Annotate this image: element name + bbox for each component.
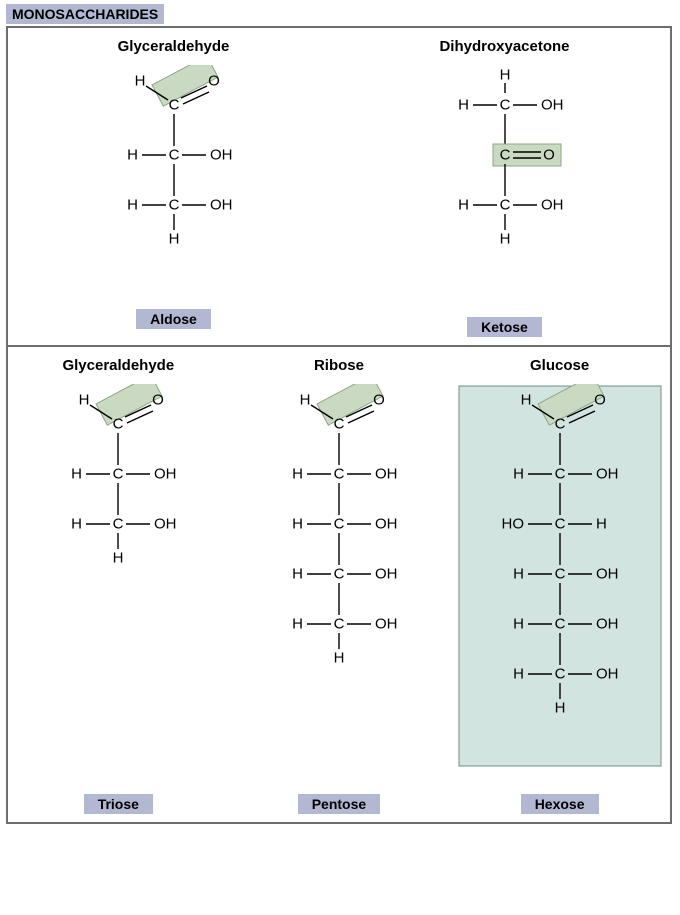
atom-c: C	[334, 516, 345, 533]
atom-right: OH	[375, 466, 398, 483]
molecule-glucose: HCOCHOHCHOHCHOHCHOHCHOHH	[455, 384, 665, 784]
atom-right: OH	[375, 566, 398, 583]
molecule-glyceraldehyde: HCOCHOHCHOHH	[13, 384, 223, 784]
class-label: Ketose	[467, 317, 542, 337]
cell-glyceraldehyde: GlyceraldehydeHCOCHOHCHOHHAldose	[8, 28, 339, 345]
atom-right: OH	[375, 516, 398, 533]
atom-left: H	[513, 616, 524, 633]
molecule-glyceraldehyde: HCOCHOHCHOHH	[54, 65, 294, 299]
atom-c: C	[334, 566, 345, 583]
molecule-name: Glyceraldehyde	[118, 38, 230, 55]
atom-o-carbonyl: O	[373, 392, 385, 409]
atom-terminal-top: H	[499, 67, 510, 84]
atom-h: H	[300, 392, 311, 409]
molecule-name: Dihydroxyacetone	[439, 38, 569, 55]
atom-h: H	[520, 392, 531, 409]
atom-c-carbonyl: C	[168, 97, 179, 114]
cell-glyceraldehyde: GlyceraldehydeHCOCHOHCHOHHTriose	[8, 347, 229, 822]
atom-c: C	[554, 666, 565, 683]
atom-right: OH	[596, 616, 619, 633]
atom-c: C	[499, 197, 510, 214]
atom-right: OH	[596, 566, 619, 583]
atom-left: H	[513, 466, 524, 483]
atom-c: C	[499, 97, 510, 114]
cell-ribose: RiboseHCOCHOHCHOHCHOHCHOHHPentose	[229, 347, 450, 822]
atom-terminal-bottom: H	[113, 550, 124, 567]
atom-terminal-bottom: H	[499, 231, 510, 248]
atom-right: OH	[154, 466, 177, 483]
atom-left: H	[292, 466, 303, 483]
atom-c: C	[554, 566, 565, 583]
atom-left: H	[71, 466, 82, 483]
class-label: Hexose	[521, 794, 599, 814]
atom-left: H	[292, 566, 303, 583]
atom-left: H	[458, 97, 469, 114]
class-label: Pentose	[298, 794, 380, 814]
atom-left: H	[127, 197, 138, 214]
molecule-ribose: HCOCHOHCHOHCHOHCHOHH	[234, 384, 444, 784]
atom-c: C	[334, 616, 345, 633]
molecule-name: Glyceraldehyde	[62, 357, 174, 374]
atom-h: H	[134, 73, 145, 90]
atom-right: OH	[541, 97, 564, 114]
atom-c-carbonyl: C	[499, 147, 510, 164]
atom-terminal-bottom: H	[168, 231, 179, 248]
atom-terminal-bottom: H	[554, 700, 565, 717]
atom-right: OH	[596, 466, 619, 483]
atom-right: OH	[541, 197, 564, 214]
atom-c-carbonyl: C	[113, 416, 124, 433]
atom-left: H	[513, 566, 524, 583]
atom-h: H	[79, 392, 90, 409]
cell-dihydroxyacetone: DihydroxyacetoneHCHOHCOCHOHHKetose	[339, 28, 670, 345]
atom-left: H	[127, 147, 138, 164]
atom-c: C	[554, 516, 565, 533]
atom-c: C	[554, 616, 565, 633]
molecule-dihydroxyacetone: HCHOHCOCHOHH	[385, 65, 625, 307]
diagram-frame: GlyceraldehydeHCOCHOHCHOHHAldoseDihydrox…	[6, 26, 672, 824]
atom-left: H	[71, 516, 82, 533]
atom-right: OH	[375, 616, 398, 633]
atom-right: OH	[210, 197, 233, 214]
atom-c: C	[113, 466, 124, 483]
atom-c-carbonyl: C	[554, 416, 565, 433]
atom-c: C	[168, 147, 179, 164]
molecule-name: Glucose	[530, 357, 589, 374]
class-label: Triose	[84, 794, 153, 814]
atom-left: H	[292, 516, 303, 533]
bottom-row: GlyceraldehydeHCOCHOHCHOHHTrioseRiboseHC…	[8, 347, 670, 822]
top-row: GlyceraldehydeHCOCHOHCHOHHAldoseDihydrox…	[8, 28, 670, 347]
atom-c: C	[168, 197, 179, 214]
atom-right: OH	[154, 516, 177, 533]
atom-left: HO	[501, 516, 524, 533]
cell-glucose: GlucoseHCOCHOHCHOHCHOHCHOHCHOHHHexose	[449, 347, 670, 822]
atom-c-carbonyl: C	[334, 416, 345, 433]
atom-o-carbonyl: O	[543, 147, 555, 164]
atom-right: OH	[210, 147, 233, 164]
atom-c: C	[113, 516, 124, 533]
atom-left: H	[292, 616, 303, 633]
atom-c: C	[554, 466, 565, 483]
atom-terminal-bottom: H	[334, 650, 345, 667]
class-label: Aldose	[136, 309, 211, 329]
atom-c: C	[334, 466, 345, 483]
atom-left: H	[513, 666, 524, 683]
atom-o-carbonyl: O	[594, 392, 606, 409]
atom-right: OH	[596, 666, 619, 683]
atom-o-carbonyl: O	[152, 392, 164, 409]
atom-right: H	[596, 516, 607, 533]
atom-left: H	[458, 197, 469, 214]
molecule-name: Ribose	[314, 357, 364, 374]
atom-o-carbonyl: O	[208, 73, 220, 90]
page-title: MONOSACCHARIDES	[6, 4, 164, 24]
